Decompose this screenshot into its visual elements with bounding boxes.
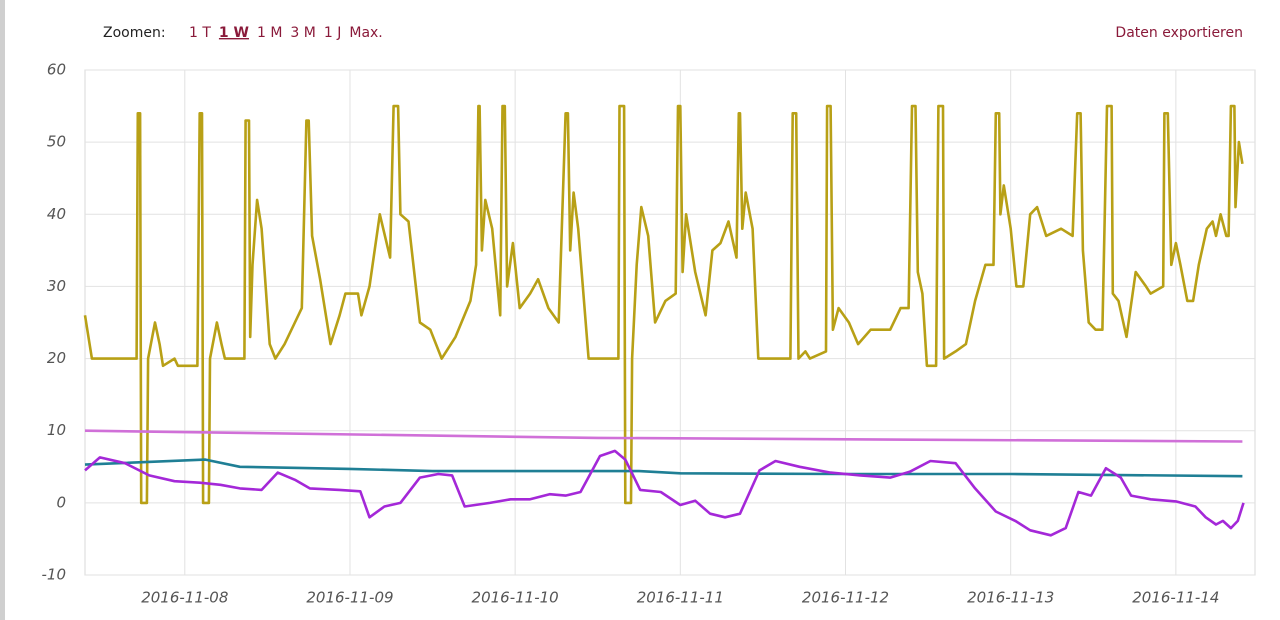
zoom-option[interactable]: Max. [349, 25, 382, 41]
series-line [84, 429, 1243, 443]
series-line [83, 104, 1244, 505]
x-tick-label: 2016-11-12 [802, 589, 889, 607]
x-tick-label: 2016-11-14 [1132, 589, 1219, 607]
y-tick-label: 60 [47, 61, 66, 79]
zoom-option[interactable]: 1 J [324, 25, 342, 41]
export-link[interactable]: Daten exportieren [1115, 25, 1243, 41]
x-tick-label: 2016-11-09 [306, 589, 393, 607]
zoom-label: Zoomen: [103, 25, 166, 41]
zoom-option[interactable]: 1 W [219, 25, 249, 41]
zoom-option[interactable]: 3 M [290, 25, 315, 41]
y-tick-label: 50 [47, 133, 66, 151]
x-tick-label: 2016-11-10 [472, 589, 559, 607]
y-tick-label: 10 [47, 421, 66, 439]
x-tick-label: 2016-11-08 [141, 589, 228, 607]
y-tick-label: 30 [47, 277, 66, 295]
zoom-option[interactable]: 1 M [257, 25, 282, 41]
x-tick-label: 2016-11-11 [637, 589, 724, 607]
x-tick-label: 2016-11-13 [967, 589, 1054, 607]
y-tick-label: 40 [47, 205, 66, 223]
series-line [84, 458, 1243, 478]
y-tick-label: -10 [42, 566, 67, 584]
series-line [84, 449, 1245, 537]
zoom-option[interactable]: 1 T [189, 25, 211, 41]
y-tick-label: 0 [56, 493, 66, 511]
y-tick-label: 20 [47, 349, 66, 367]
left-border [0, 0, 5, 620]
